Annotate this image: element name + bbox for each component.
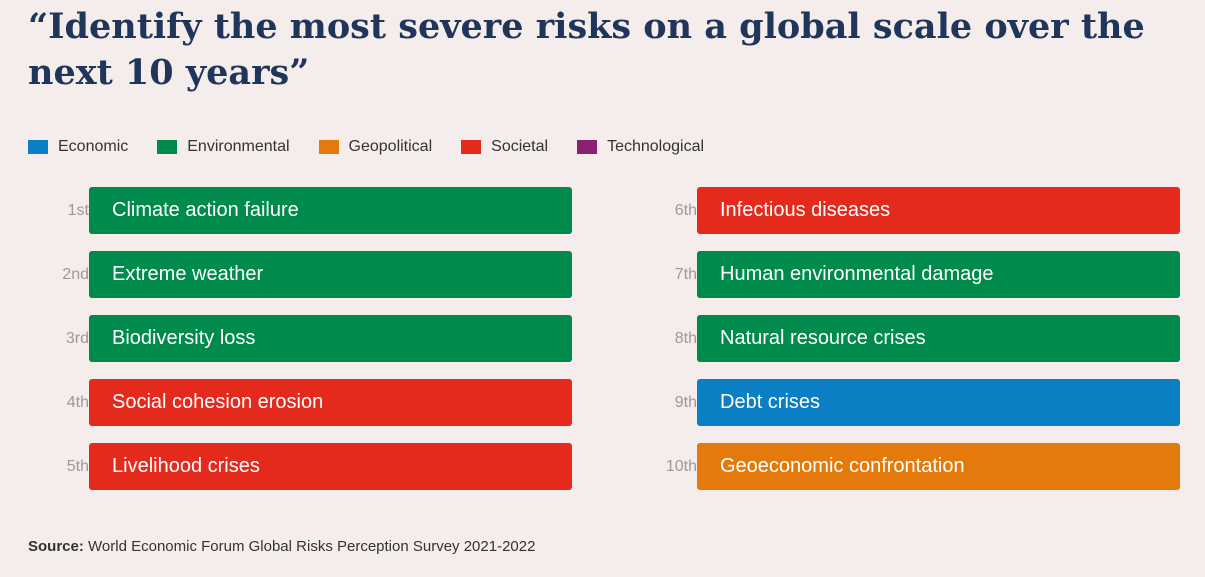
risk-bar: Social cohesion erosion <box>89 379 572 426</box>
risk-bar: Natural resource crises <box>697 315 1180 362</box>
risk-row: 8th Natural resource crises <box>636 315 1180 362</box>
legend-label: Economic <box>58 138 129 155</box>
legend-item-economic: Economic <box>28 138 128 156</box>
risk-label: Climate action failure <box>112 199 299 221</box>
legend-swatch <box>318 140 339 154</box>
risk-row: 3rd Biodiversity loss <box>28 315 572 362</box>
risk-bar: Climate action failure <box>89 187 572 234</box>
rank-label: 2nd <box>28 266 89 284</box>
legend-item-societal: Societal <box>461 138 548 156</box>
risk-label: Human environmental damage <box>720 263 994 285</box>
risk-row: 7th Human environmental damage <box>636 251 1180 298</box>
rank-text: 7th <box>674 265 697 283</box>
risk-label: Extreme weather <box>112 263 264 285</box>
legend-item-technological: Technological <box>577 138 704 156</box>
risk-row: 6th Infectious diseases <box>636 187 1180 234</box>
risk-label: Geoeconomic confrontation <box>720 455 965 477</box>
rank-text: 3rd <box>65 329 89 347</box>
ranking-column-left: 1st Climate action failure 2nd Extreme weat… <box>28 187 572 507</box>
legend-swatch <box>461 140 482 154</box>
chart-title: “Identify the most severe risks on a glo… <box>28 6 1145 93</box>
legend: Economic Environmental Geopolitical Societa… <box>28 137 733 157</box>
ranking-column-right: 6th Infectious diseases 7th Human environme… <box>636 187 1180 507</box>
risk-row: 4th Social cohesion erosion <box>28 379 572 426</box>
risk-bar: Livelihood crises <box>89 443 572 490</box>
legend-item-geopolitical: Geopolitical <box>318 138 433 156</box>
legend-label: Societal <box>491 138 549 155</box>
legend-swatch <box>577 140 598 154</box>
source-label: Source: <box>28 538 84 555</box>
risk-bar: Debt crises <box>697 379 1180 426</box>
risk-bar: Biodiversity loss <box>89 315 572 362</box>
source-text: World Economic Forum Global Risks Percep… <box>83 538 536 555</box>
rank-label: 6th <box>636 202 697 220</box>
risk-row: 10th Geoeconomic confrontation <box>636 443 1180 490</box>
rank-label: 1st <box>28 202 89 220</box>
rank-label: 5th <box>28 458 89 476</box>
risk-bar: Infectious diseases <box>697 187 1180 234</box>
risk-label: Infectious diseases <box>720 199 891 221</box>
risk-row: 9th Debt crises <box>636 379 1180 426</box>
rank-label: 8th <box>636 330 697 348</box>
risk-row: 5th Livelihood crises <box>28 443 572 490</box>
rank-label: 9th <box>636 394 697 412</box>
legend-swatch <box>157 140 178 154</box>
risk-bar: Geoeconomic confrontation <box>697 443 1180 490</box>
risk-row: 2nd Extreme weather <box>28 251 572 298</box>
risk-label: Social cohesion erosion <box>112 391 324 413</box>
legend-item-environmental: Environmental <box>157 138 290 156</box>
rank-text: 10th <box>665 457 697 475</box>
risk-bar: Human environmental damage <box>697 251 1180 298</box>
legend-swatch <box>28 140 48 154</box>
rank-label: 3rd <box>28 330 89 348</box>
rank-text: 2nd <box>62 265 89 283</box>
risk-label: Debt crises <box>720 391 821 413</box>
risk-label: Livelihood crises <box>112 455 260 477</box>
rank-label: 7th <box>636 266 697 284</box>
risk-row: 1st Climate action failure <box>28 187 572 234</box>
legend-label: Environmental <box>187 138 290 155</box>
legend-label: Geopolitical <box>348 138 433 155</box>
legend-label: Technological <box>607 138 705 155</box>
rank-text: 1st <box>67 201 89 219</box>
rank-label: 4th <box>28 394 89 412</box>
rank-label: 10th <box>636 458 697 476</box>
risk-bar: Extreme weather <box>89 251 572 298</box>
risk-label: Biodiversity loss <box>112 327 256 349</box>
rank-text: 6th <box>674 201 697 219</box>
rank-text: 9th <box>674 393 697 411</box>
risk-label: Natural resource crises <box>720 327 926 349</box>
rank-text: 8th <box>674 329 697 347</box>
rank-text: 4th <box>66 393 89 411</box>
rank-text: 5th <box>66 457 89 475</box>
source-note: Source: World Economic Forum Global Risk… <box>28 538 535 555</box>
